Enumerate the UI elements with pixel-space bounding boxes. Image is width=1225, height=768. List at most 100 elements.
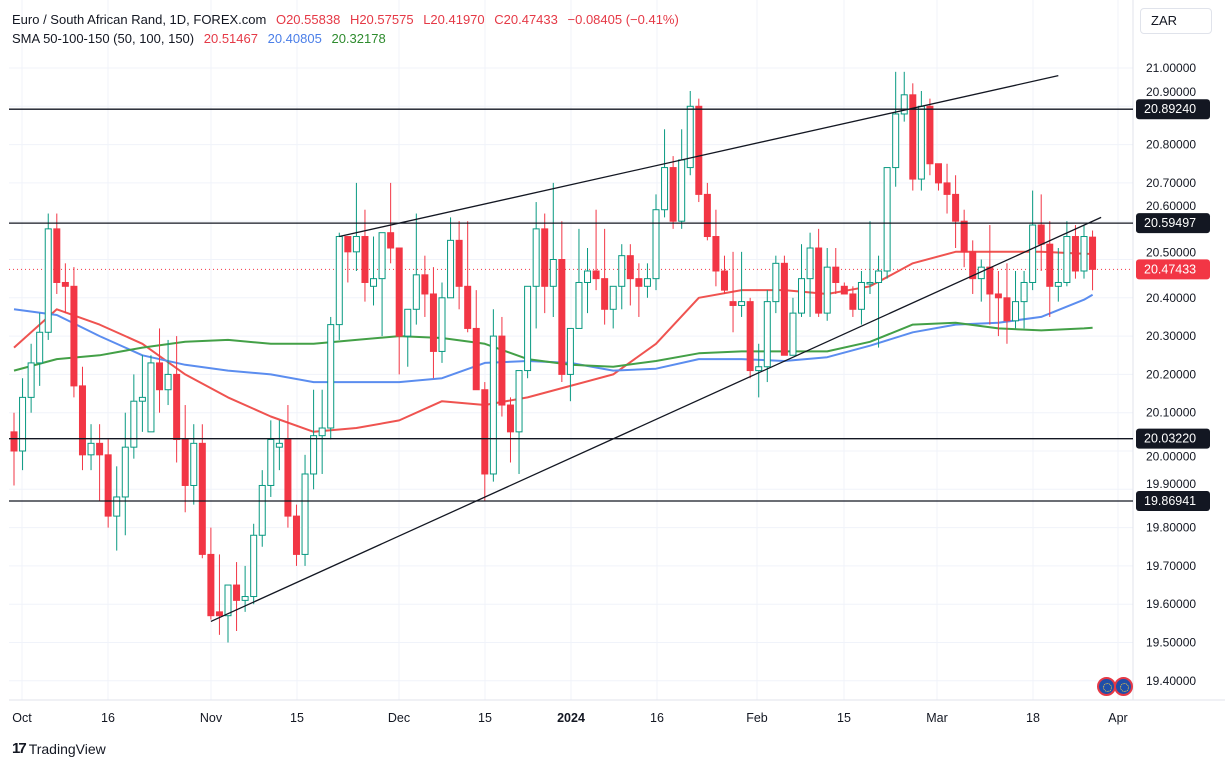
candle [626, 244, 634, 306]
eu-flag-icon-2 [1114, 677, 1133, 696]
x-tick-label: 18 [1026, 711, 1040, 725]
candle-body-up [798, 278, 806, 314]
symbol-title[interactable]: Euro / South African Rand, 1D, FOREX.com [12, 12, 267, 27]
candle [429, 267, 437, 379]
candle-body-down [395, 247, 403, 337]
candle-body-up [310, 435, 318, 475]
candle [447, 217, 455, 299]
candle-body-up [130, 400, 138, 448]
candle [36, 313, 44, 386]
candle [635, 263, 643, 317]
candle [900, 71, 908, 122]
candle [378, 232, 386, 337]
candle-body-up [1063, 236, 1071, 283]
candle [558, 221, 566, 383]
candle [78, 366, 86, 471]
candle-body-up [823, 266, 831, 314]
indicator-title[interactable]: SMA 50-100-150 (50, 100, 150) [12, 31, 195, 46]
candle [789, 297, 797, 356]
candle [763, 290, 771, 383]
currency-button[interactable]: ZAR [1140, 8, 1212, 34]
candle-body-down [10, 431, 18, 452]
candle [738, 251, 746, 317]
x-tick-label: Feb [746, 711, 768, 725]
candle [481, 382, 489, 501]
candle [780, 255, 788, 356]
candle-body-up [275, 442, 283, 448]
candle-body-down [712, 236, 720, 272]
candle [720, 255, 728, 294]
candle-body-down [198, 442, 206, 555]
candle-body-down [78, 385, 86, 456]
candle-body-down [635, 278, 643, 287]
candle-body-up [44, 228, 52, 333]
y-tick-label: 19.50000 [1146, 636, 1196, 650]
candle [489, 309, 497, 482]
candle-body-up [652, 209, 660, 280]
candle-body-down [387, 232, 395, 249]
candle [412, 213, 420, 325]
candle-body-down [729, 301, 737, 306]
candle-body-up [772, 262, 780, 303]
trendline [339, 75, 1059, 238]
candle-body-up [917, 105, 925, 180]
candle-body-up [241, 596, 249, 601]
level-price-label: 20.59497 [1144, 216, 1196, 230]
y-tick-label: 20.40000 [1146, 291, 1196, 305]
candle [1029, 190, 1037, 291]
y-tick-label: 20.30000 [1146, 329, 1196, 343]
candle-body-down [207, 553, 215, 617]
candle [849, 286, 857, 317]
candle [618, 244, 626, 310]
candle [164, 339, 172, 406]
candle-body-up [378, 232, 386, 280]
candle-body-up [1054, 281, 1062, 287]
candle [233, 562, 241, 632]
candle [156, 328, 164, 413]
candle [498, 316, 506, 417]
candle-body-up [515, 370, 523, 433]
candle [1089, 230, 1097, 291]
candle-body-down [669, 167, 677, 222]
level-price-tag [1136, 428, 1210, 449]
candle [695, 98, 703, 203]
candle-body-up [575, 281, 583, 329]
x-tick-label: 16 [650, 711, 664, 725]
candle-body-up [352, 236, 360, 253]
candle [515, 370, 523, 474]
candle-body-up [113, 496, 121, 517]
candle [806, 232, 814, 317]
candle-body-up [643, 278, 651, 287]
candle-body-up [27, 362, 35, 398]
candle-body-down [173, 373, 181, 441]
x-tick-label: Apr [1108, 711, 1127, 725]
high-value: H20.57575 [349, 12, 414, 27]
candle-body-down [832, 266, 840, 283]
candle [138, 355, 146, 432]
candle [267, 420, 275, 497]
candle [395, 247, 403, 375]
low-value: L20.41970 [423, 12, 485, 27]
candle-body-up [438, 297, 446, 352]
candle-body-down [943, 182, 951, 195]
candle-body-down [780, 262, 788, 356]
y-tick-label: 19.80000 [1146, 521, 1196, 535]
last-price-label: 20.47433 [1144, 262, 1196, 276]
candle [960, 209, 968, 268]
candle [61, 263, 69, 314]
candle [669, 156, 677, 229]
candle-body-up [412, 274, 420, 310]
candle-body-down [746, 301, 754, 372]
candle [832, 248, 840, 294]
candle-body-up [875, 270, 883, 283]
currency-flags[interactable] [1097, 677, 1133, 696]
candle [344, 236, 352, 283]
candle-body-down [960, 220, 968, 253]
candle-body-down [1071, 236, 1079, 272]
candle-body-down [909, 94, 917, 180]
candle-body-down [361, 236, 369, 283]
candle [823, 248, 831, 321]
tradingview-logo[interactable]: 17 TradingView [12, 740, 106, 757]
candle-body-down [70, 285, 78, 387]
